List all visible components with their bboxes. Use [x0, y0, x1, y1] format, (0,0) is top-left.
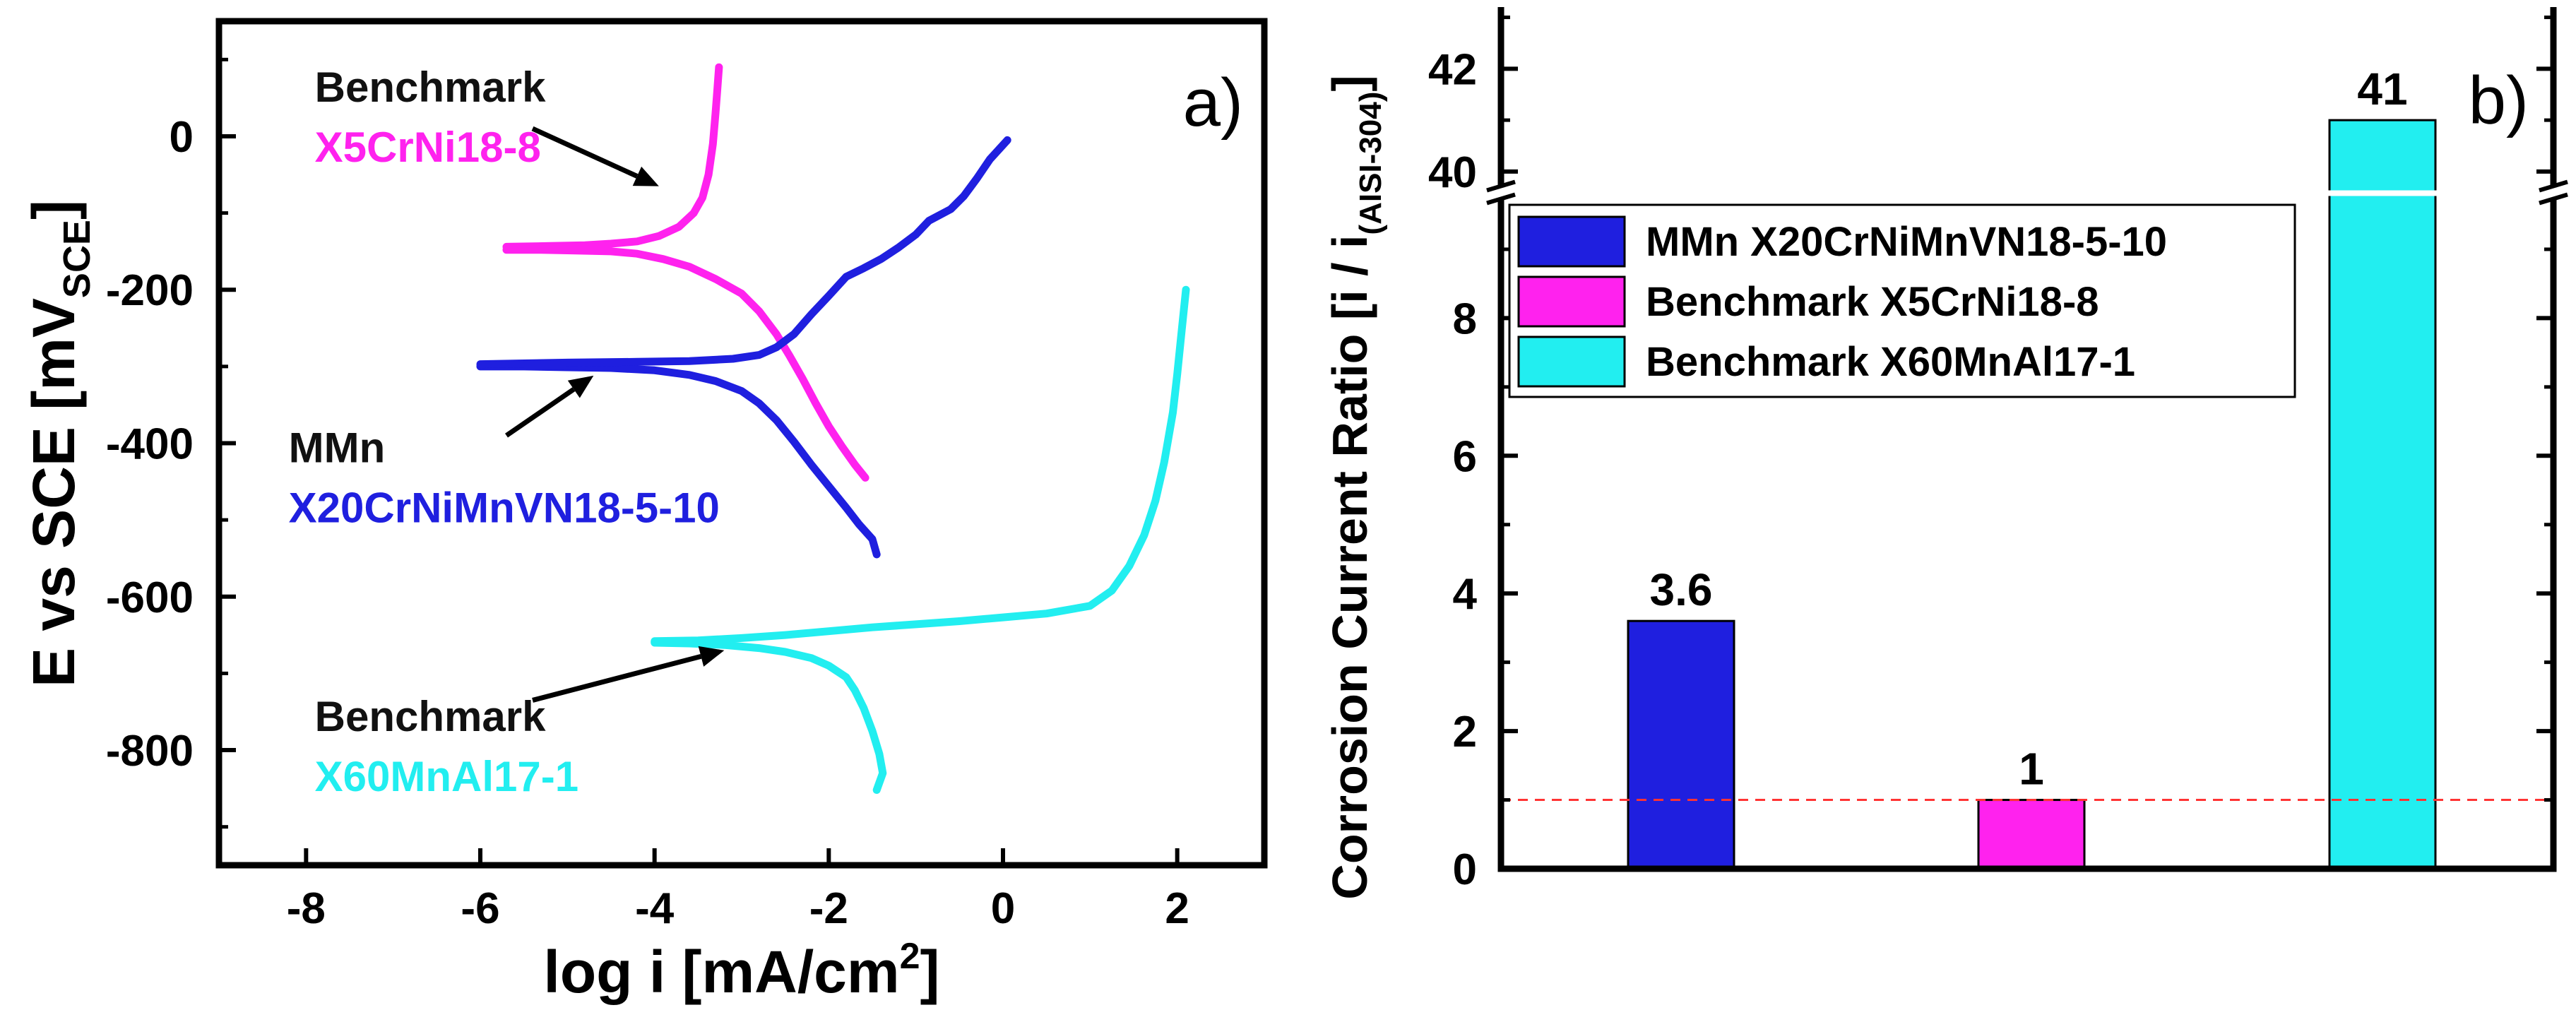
legend-label: Benchmark X5CrNi18-8	[1646, 279, 2099, 325]
annotation-1-line-1: Benchmark	[315, 64, 546, 111]
y-tick-label: 2	[1453, 708, 1477, 756]
legend-swatch	[1517, 275, 1626, 328]
bar-value-label: 1	[2019, 744, 2044, 795]
y-tick-label: 4	[1453, 570, 1478, 619]
panel-b-bar-chart: 0 2 4 6 8 40 42 3.6 1 41 MMn X20CrNiMnVN18-5-10 B…	[1322, 7, 2568, 900]
x-tick-label: -4	[635, 884, 675, 933]
y-tick-label: 40	[1428, 148, 1477, 197]
break-mark	[1486, 179, 1516, 193]
break-mark	[2539, 179, 2568, 193]
panel-a-polarization-chart: Benchmark X5CrNi18-8 MMn X20CrNiMnVN18-5-10…	[20, 18, 1268, 1005]
bar-break-gap	[2328, 190, 2437, 196]
annotation-1-line-2: X5CrNi18-8	[315, 124, 541, 171]
y-axis-ticks: 0 -200 -400 -600 -800	[106, 57, 236, 829]
curve-3-anodic	[651, 285, 1190, 646]
legend: MMn X20CrNiMnVN18-5-10 Benchmark X5CrNi18…	[1508, 203, 2296, 398]
ratio-bars	[1627, 119, 2437, 870]
y-axis-title: E vs SCE [mVSCE]	[20, 200, 98, 687]
x-tick-label: -6	[461, 884, 499, 933]
x-tick-label: 0	[991, 884, 1015, 933]
bar-1	[1627, 619, 1735, 870]
curve-1-anodic	[502, 63, 723, 251]
annotation-arrowhead	[632, 166, 659, 186]
y-tick-label: 0	[1453, 845, 1477, 894]
curve-annotations: Benchmark X5CrNi18-8 MMn X20CrNiMnVN18-5-10…	[289, 64, 725, 800]
break-mark	[1486, 192, 1516, 206]
bar-value-label: 3.6	[1650, 564, 1713, 615]
bar-value-label: 41	[2357, 64, 2407, 114]
polarization-curves	[476, 63, 1190, 794]
legend-label: Benchmark X60MnAl17-1	[1646, 339, 2135, 385]
annotation-2-line-1: MMn	[289, 424, 386, 472]
y-tick-label: -400	[106, 420, 194, 469]
panel-b-label: b)	[2469, 63, 2529, 138]
bar-3	[2328, 119, 2437, 870]
y-tick-label: -600	[106, 574, 194, 622]
annotation-arrowhead	[698, 646, 725, 667]
annotation-2-line-2: X20CrNiMnVN18-5-10	[289, 485, 720, 532]
x-tick-label: -2	[809, 884, 848, 933]
panel-b-frame	[1497, 7, 2557, 872]
annotation-3-line-2: X60MnAl17-1	[315, 753, 578, 800]
legend-swatch	[1517, 335, 1626, 388]
y-axis-title: Corrosion Current Ratio [i / i(AISI-304)…	[1322, 75, 1388, 899]
annotation-3-line-1: Benchmark	[315, 693, 546, 740]
curve-3-cathodic	[651, 638, 887, 794]
x-axis-ticks: -8 -6 -4 -2 0 2	[287, 848, 1189, 933]
x-tick-label: -8	[287, 884, 326, 933]
panel-a-label: a)	[1183, 65, 1243, 141]
y-tick-label: -200	[106, 266, 194, 315]
axis-break	[1486, 179, 2568, 206]
legend-swatch	[1517, 215, 1626, 268]
curve-2-cathodic	[476, 362, 881, 559]
x-axis-title: log i [mA/cm2]	[544, 936, 940, 1005]
y-tick-label: -800	[106, 727, 194, 776]
curve-2-anodic	[476, 136, 1011, 369]
annotation-arrow	[531, 126, 639, 179]
y-tick-label: 42	[1428, 45, 1477, 94]
annotation-arrowhead	[567, 375, 594, 398]
annotation-arrow	[505, 387, 576, 438]
x-tick-label: 2	[1165, 884, 1189, 933]
break-mark	[2539, 192, 2568, 206]
y-tick-label: 8	[1453, 295, 1477, 343]
bar-value-labels: 3.6 1 41	[1650, 64, 2408, 794]
y-axis-ticks: 0 2 4 6 8 40 42	[1428, 16, 2553, 894]
y-tick-label: 0	[170, 113, 194, 162]
y-tick-label: 6	[1453, 432, 1477, 481]
curve-1-cathodic	[502, 246, 869, 482]
legend-box	[1508, 203, 2296, 398]
legend-label: MMn X20CrNiMnVN18-5-10	[1646, 219, 2167, 265]
annotation-arrow	[532, 653, 702, 703]
bar-2	[1977, 799, 2086, 870]
